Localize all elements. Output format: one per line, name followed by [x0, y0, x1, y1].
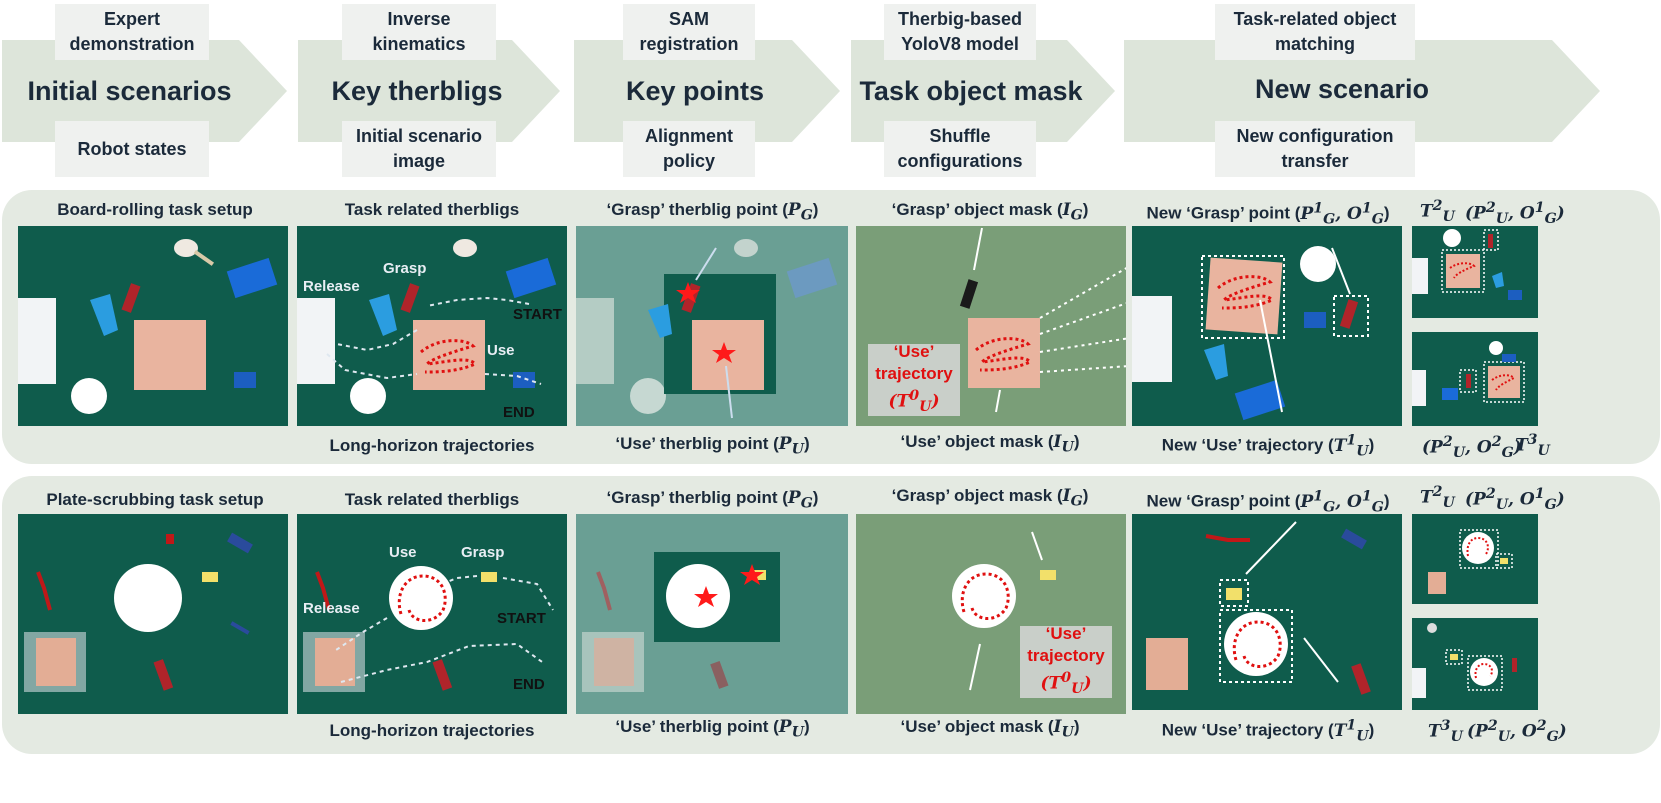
thumbnail-bottom [1412, 618, 1538, 710]
grasp-point-caption: ‘Grasp’ therblig point (PG) [606, 200, 819, 224]
new-grasp-caption: New ‘Grasp’ point (P1G, O1G) [1146, 200, 1390, 228]
use-trajectory-line-2: trajectory [875, 364, 953, 384]
trajectories-caption: Long-horizon trajectories [329, 721, 535, 740]
end-label: END [503, 404, 535, 421]
new-use-caption: New ‘Use’ trajectory (T1U) [1161, 432, 1375, 460]
stage-title: Initial scenarios [27, 76, 232, 106]
use-trajectory-line-2: trajectory [1027, 646, 1105, 666]
setup-caption: Board-rolling task setup [57, 200, 253, 219]
stage-title: Task object mask [859, 76, 1083, 106]
thumb-label-bottom-left: T3U [1428, 718, 1463, 746]
start-label: START [513, 306, 562, 323]
plate-scrubbing-new-scenario-image [1132, 514, 1402, 710]
thumbnail-bottom [1412, 332, 1538, 426]
grasp-mask-caption: ‘Grasp’ object mask (IG) [891, 486, 1089, 510]
plate-scrubbing-setup-image [18, 514, 288, 714]
thumb-label-bottom-left: (P2U, O2G) [1422, 434, 1522, 462]
thumb-label-top-right: (P2U, O1G) [1465, 486, 1565, 514]
grasp-mask-caption: ‘Grasp’ object mask (IG) [891, 200, 1089, 224]
new-grasp-caption: New ‘Grasp’ point (P1G, O1G) [1146, 488, 1390, 516]
plate-scrubbing-mask-image: ‘Use’ trajectory (T0U) [856, 514, 1126, 714]
grasp-label: Grasp [383, 260, 427, 277]
thumbnail-top [1412, 514, 1538, 604]
stage-arrow-key-therbligs: Key therbligs [298, 40, 560, 142]
release-label: Release [303, 600, 360, 617]
stage-title: New scenario [1254, 74, 1430, 104]
stage-arrow-new-scenario: New scenario [1124, 40, 1600, 142]
stage-bottom-label: New configuration transfer [1215, 121, 1415, 177]
board-rolling-keypoints-image [576, 226, 848, 426]
use-trajectory-box: ‘Use’ trajectory (T0U) [868, 342, 960, 416]
use-mask-caption: ‘Use’ object mask (IU) [900, 432, 1080, 456]
stage-arrow-task-object-mask: Task object mask [851, 40, 1115, 142]
new-use-caption: New ‘Use’ trajectory (T1U) [1161, 717, 1375, 745]
grasp-point-caption: ‘Grasp’ therblig point (PG) [606, 488, 819, 512]
plate-scrubbing-therbligs-image: Use Grasp Release START END [297, 514, 567, 714]
use-trajectory-symbol: (T0U) [888, 388, 940, 416]
start-label: START [497, 610, 546, 627]
use-point-caption: ‘Use’ therblig point (PU) [615, 434, 810, 458]
therbligs-caption: Task related therbligs [344, 490, 520, 509]
stage-bottom-label: Shuffle configurations [884, 121, 1036, 177]
board-rolling-mask-image: ‘Use’ trajectory (T0U) [856, 226, 1126, 426]
plate-scrubbing-keypoints-image [576, 514, 848, 714]
thumb-label-bottom-right: T3U [1515, 432, 1550, 460]
setup-caption: Plate-scrubbing task setup [46, 490, 264, 509]
thumb-label-bottom-right: (P2U, O2G) [1467, 718, 1567, 746]
grasp-label: Grasp [461, 544, 505, 561]
stage-arrow-initial-scenarios: Initial scenarios [2, 40, 287, 142]
use-trajectory-line-1: ‘Use’ [1045, 624, 1087, 644]
board-rolling-new-scenario-image [1132, 226, 1402, 426]
stage-arrow-key-points: Key points [574, 40, 840, 142]
thumb-label-top-right: (P2U, O1G) [1465, 200, 1565, 228]
use-trajectory-symbol: (T0U) [1040, 670, 1092, 698]
stage-top-label: Therbig-based YoloV8 model [884, 4, 1036, 60]
stage-bottom-label: Robot states [55, 121, 209, 177]
stage-top-label: SAM registration [623, 4, 755, 60]
thumbnail-top [1412, 226, 1538, 318]
stage-bottom-label: Alignment policy [623, 121, 755, 177]
stage-top-label: Task-related object matching [1215, 4, 1415, 60]
thumb-label-top-left: T2U [1420, 198, 1455, 226]
end-label: END [513, 676, 545, 693]
stage-top-label: Inverse kinematics [342, 4, 496, 60]
use-label: Use [389, 544, 417, 561]
use-trajectory-box: ‘Use’ trajectory (T0U) [1020, 624, 1112, 698]
trajectories-caption: Long-horizon trajectories [329, 436, 535, 455]
board-rolling-setup-image [18, 226, 288, 426]
use-label: Use [487, 342, 515, 359]
use-point-caption: ‘Use’ therblig point (PU) [615, 717, 810, 741]
board-rolling-therbligs-image: Release Grasp START Use END [297, 226, 567, 426]
thumb-label-top-left: T2U [1420, 484, 1455, 512]
use-mask-caption: ‘Use’ object mask (IU) [900, 717, 1080, 741]
therbligs-caption: Task related therbligs [344, 200, 520, 219]
release-label: Release [303, 278, 360, 295]
stage-title: Key therbligs [331, 76, 503, 106]
use-trajectory-line-1: ‘Use’ [893, 342, 935, 362]
stage-title: Key points [625, 76, 765, 106]
stage-top-label: Expert demonstration [55, 4, 209, 60]
stage-bottom-label: Initial scenario image [342, 121, 496, 177]
